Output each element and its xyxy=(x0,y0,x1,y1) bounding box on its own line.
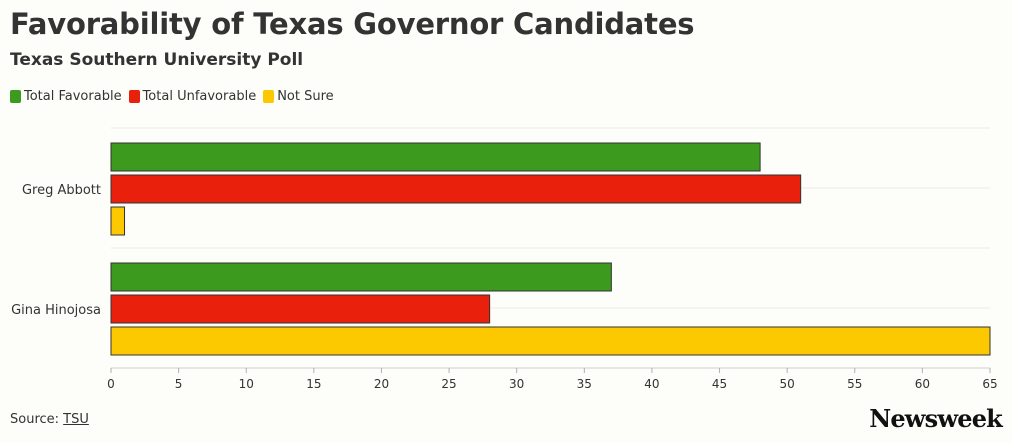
x-tick-label: 50 xyxy=(780,377,795,391)
source-label: Source: xyxy=(10,412,60,427)
bar xyxy=(110,174,802,204)
bar xyxy=(110,294,491,324)
category-label: Greg Abbott xyxy=(22,183,101,198)
legend: Total Favorable Total Unfavorable Not Su… xyxy=(10,89,341,104)
bar xyxy=(110,326,991,356)
newsweek-logo: Newsweek xyxy=(869,404,1003,433)
source-note: Source: TSU xyxy=(10,412,89,427)
legend-swatch-unfavorable xyxy=(128,90,140,103)
legend-swatch-favorable xyxy=(10,90,21,103)
x-tick-label: 20 xyxy=(374,377,389,391)
legend-item-unfavorable[interactable]: Total Unfavorable xyxy=(128,89,257,104)
x-tick-label: 65 xyxy=(982,377,997,391)
x-tick-label: 25 xyxy=(441,377,456,391)
x-tick-label: 10 xyxy=(239,377,254,391)
bar xyxy=(110,262,612,292)
legend-item-not-sure[interactable]: Not Sure xyxy=(263,89,334,104)
legend-label-favorable: Total Favorable xyxy=(24,89,122,104)
x-tick-label: 15 xyxy=(306,377,321,391)
x-tick-label: 0 xyxy=(107,377,115,391)
bar xyxy=(110,206,126,236)
x-tick-label: 40 xyxy=(644,377,659,391)
legend-swatch-not-sure xyxy=(263,90,275,103)
x-tick-label: 60 xyxy=(915,377,930,391)
chart-title: Favorability of Texas Governor Candidate… xyxy=(10,7,695,41)
x-tick-label: 55 xyxy=(847,377,862,391)
x-tick-label: 30 xyxy=(509,377,524,391)
x-tick-label: 5 xyxy=(175,377,183,391)
category-label: Gina Hinojosa xyxy=(11,303,101,318)
x-tick-label: 45 xyxy=(712,377,727,391)
bar xyxy=(110,142,761,172)
chart-subtitle: Texas Southern University Poll xyxy=(10,50,304,70)
legend-label-unfavorable: Total Unfavorable xyxy=(142,89,257,104)
legend-item-favorable[interactable]: Total Favorable xyxy=(10,89,122,104)
x-tick-label: 35 xyxy=(577,377,592,391)
source-link[interactable]: TSU xyxy=(63,412,89,427)
legend-label-not-sure: Not Sure xyxy=(277,89,334,104)
